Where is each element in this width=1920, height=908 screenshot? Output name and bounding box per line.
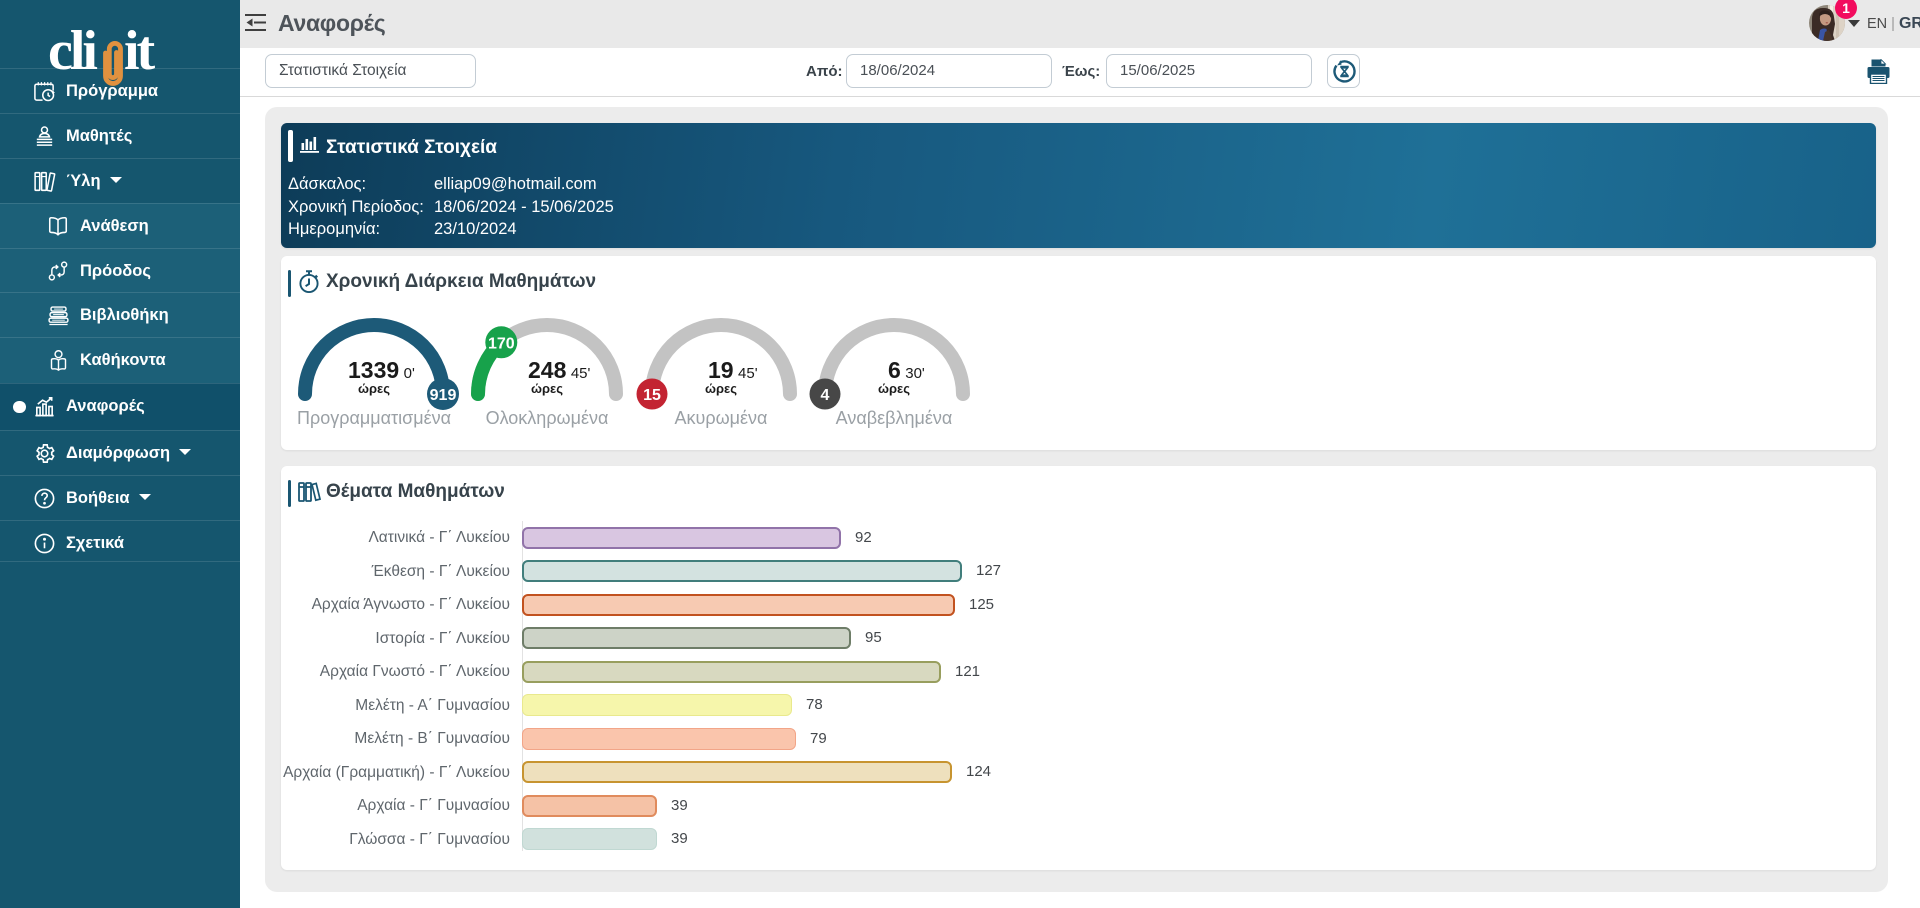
svg-text:4: 4 (821, 387, 830, 404)
svg-text:170: 170 (488, 335, 515, 352)
svg-text:919: 919 (430, 387, 457, 404)
svg-text:15: 15 (643, 387, 661, 404)
